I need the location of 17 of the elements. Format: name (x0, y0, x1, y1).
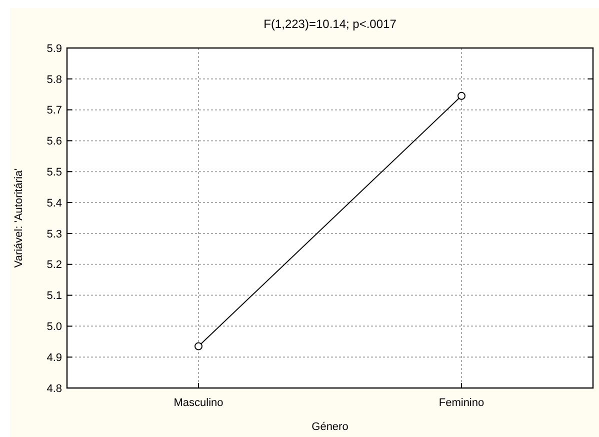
y-axis-title: Variável: 'Autoritária' (13, 168, 25, 268)
y-tick-label: 5.3 (46, 228, 62, 240)
chart-title: F(1,223)=10.14; p<.0017 (264, 17, 397, 31)
y-tick-label: 5.2 (46, 259, 62, 272)
y-tick-label: 5.7 (46, 104, 62, 117)
y-tick-label: 5.4 (46, 197, 62, 210)
y-tick-label: 5.8 (46, 74, 62, 86)
x-axis-title: Género (312, 421, 348, 433)
x-tick-label: Masculino (174, 397, 224, 409)
y-tick-label: 4.8 (46, 382, 62, 395)
y-tick-label: 5.6 (46, 136, 62, 148)
y-tick-label: 5.1 (46, 290, 62, 302)
y-tick-label: 4.9 (46, 352, 62, 364)
y-tick-label: 5.0 (46, 321, 62, 334)
y-tick-label: 5.9 (46, 42, 62, 55)
x-tick-label: Feminino (438, 397, 484, 409)
y-tick-label: 5.5 (46, 166, 62, 178)
